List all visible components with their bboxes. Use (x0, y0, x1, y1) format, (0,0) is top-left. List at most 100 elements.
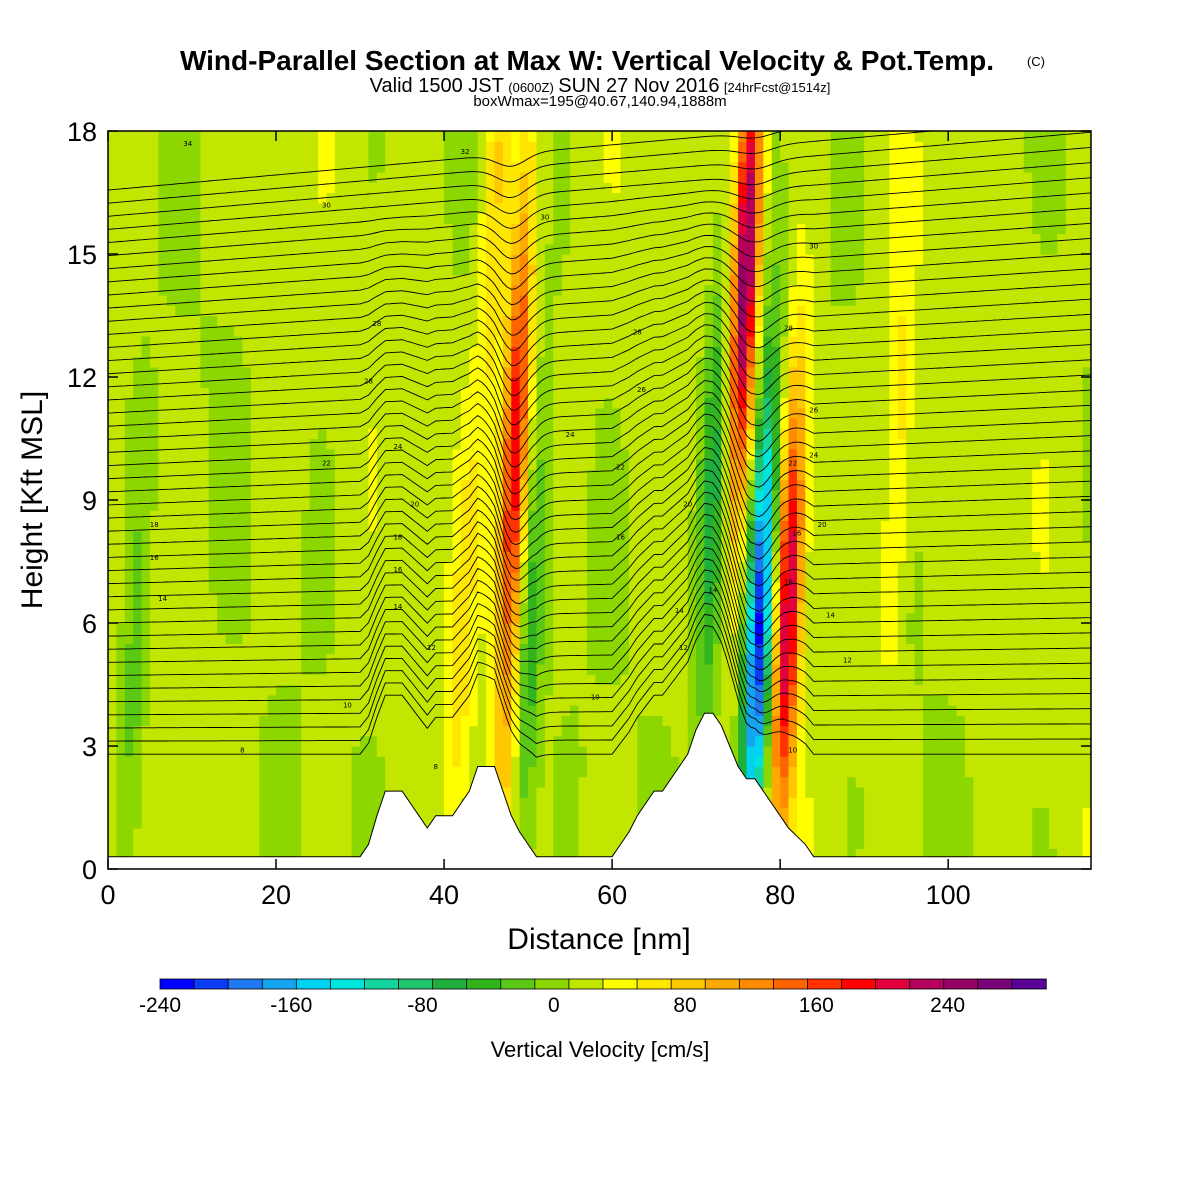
w-cell (183, 838, 193, 850)
w-cell (628, 520, 638, 532)
w-cell (528, 684, 538, 696)
w-cell (326, 274, 336, 286)
w-cell (133, 377, 143, 388)
w-cell (393, 213, 403, 224)
w-cell (141, 336, 151, 347)
w-cell (267, 172, 277, 183)
w-cell (578, 776, 588, 788)
w-cell (301, 623, 311, 634)
w-cell (528, 787, 538, 798)
w-cell (402, 233, 412, 245)
w-cell (267, 756, 277, 768)
w-cell (469, 500, 479, 511)
w-cell (351, 202, 361, 214)
w-cell (570, 377, 580, 388)
w-cell (662, 705, 672, 716)
w-cell (326, 295, 336, 306)
w-cell (225, 213, 235, 224)
w-cell (393, 161, 403, 173)
w-cell (175, 787, 185, 798)
w-cell (116, 571, 126, 583)
w-cell (301, 346, 311, 358)
w-cell (570, 418, 580, 429)
w-cell (368, 315, 378, 327)
w-cell (511, 325, 521, 337)
w-cell (561, 541, 571, 552)
w-cell (208, 817, 218, 829)
w-cell (645, 336, 655, 347)
w-cell (267, 418, 277, 429)
w-cell (360, 725, 370, 737)
w-cell (435, 674, 445, 686)
w-cell (435, 746, 445, 757)
w-cell (544, 766, 554, 778)
w-cell (334, 602, 344, 614)
w-cell (360, 653, 370, 665)
w-cell (292, 284, 302, 296)
w-cell (192, 377, 202, 388)
w-cell (544, 787, 554, 798)
w-cell (284, 500, 294, 511)
w-cell (192, 315, 202, 327)
w-cell (620, 182, 630, 194)
w-cell (620, 520, 630, 532)
w-cell (427, 397, 437, 409)
w-cell (620, 438, 630, 450)
w-cell (637, 510, 647, 522)
w-cell (318, 336, 328, 347)
w-cell (519, 284, 529, 296)
w-cell (208, 705, 218, 716)
w-cell (502, 305, 512, 317)
w-cell (158, 151, 168, 163)
w-cell (502, 623, 512, 634)
w-cell (267, 356, 277, 368)
w-cell (536, 592, 546, 604)
w-cell (460, 274, 470, 286)
w-cell (250, 725, 260, 737)
w-cell (284, 377, 294, 388)
chart-title: Wind-Parallel Section at Max W: Vertical… (180, 45, 994, 76)
w-cell (259, 797, 269, 809)
w-cell (183, 571, 193, 583)
w-cell (292, 592, 302, 604)
w-cell (267, 428, 277, 440)
w-cell (410, 141, 420, 153)
w-cell (276, 459, 286, 470)
w-cell (183, 746, 193, 757)
w-cell (108, 172, 117, 183)
w-cell (276, 295, 286, 306)
w-cell (662, 469, 672, 481)
w-cell (427, 407, 437, 419)
w-cell (628, 653, 638, 665)
w-cell (654, 151, 664, 163)
w-cell (477, 510, 487, 522)
w-cell (637, 407, 647, 419)
w-cell (242, 705, 252, 716)
w-cell (586, 346, 596, 358)
w-cell (553, 787, 563, 798)
w-cell (284, 848, 294, 860)
w-cell (368, 653, 378, 665)
w-cell (301, 397, 311, 409)
w-cell (494, 520, 504, 532)
w-cell (259, 571, 269, 583)
w-cell (502, 243, 512, 255)
w-cell (393, 336, 403, 347)
w-cell (192, 725, 202, 737)
w-cell (687, 705, 697, 716)
w-cell (376, 479, 386, 491)
w-cell (486, 623, 496, 634)
w-cell (175, 131, 185, 142)
w-cell (326, 725, 336, 737)
w-cell (368, 510, 378, 522)
w-cell (511, 489, 521, 501)
w-cell (183, 797, 193, 809)
w-cell (654, 377, 664, 388)
w-cell (670, 653, 680, 665)
w-cell (586, 356, 596, 368)
w-cell (133, 325, 143, 337)
w-cell (385, 336, 395, 347)
w-cell (318, 571, 328, 583)
w-cell (334, 838, 344, 850)
w-cell (318, 418, 328, 429)
